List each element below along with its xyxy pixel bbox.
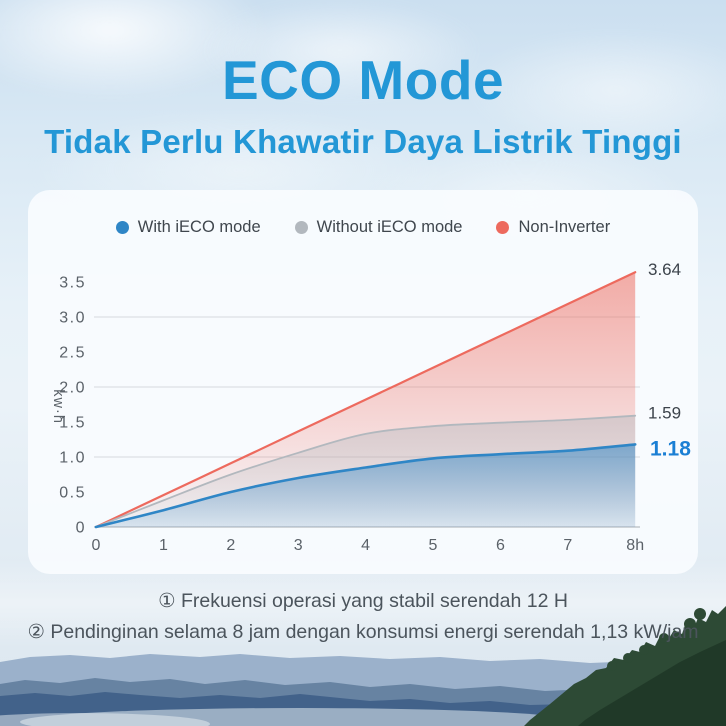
chart-legend: With iECO mode Without iECO mode Non-Inv…	[28, 218, 698, 237]
line-non-inverter	[94, 271, 637, 529]
mist	[0, 713, 210, 726]
end-value-label: 1.18	[650, 437, 691, 460]
legend-item-without-ieco: Without iECO mode	[294, 218, 463, 237]
end-value-label: 1.59	[648, 404, 681, 423]
footnotes: ① Frekuensi operasi yang stabil serendah…	[0, 586, 726, 648]
y-axis-title: kw·h	[50, 389, 66, 424]
legend-item-with-ieco: With iECO mode	[115, 218, 261, 237]
svg-text:2.5: 2.5	[59, 345, 86, 362]
footnote-2: ② Pendinginan selama 8 jam dengan konsum…	[27, 621, 699, 643]
svg-text:1: 1	[159, 537, 168, 554]
svg-text:3.5: 3.5	[59, 275, 86, 292]
svg-text:0: 0	[92, 537, 101, 554]
svg-text:0.5: 0.5	[59, 485, 86, 502]
footnote-1: ① Frekuensi operasi yang stabil serendah…	[158, 590, 568, 612]
svg-text:4: 4	[361, 537, 370, 554]
svg-text:8h: 8h	[626, 537, 644, 554]
legend-label: Non-Inverter	[518, 218, 611, 236]
tree-canopy-icons	[607, 608, 706, 671]
svg-text:6: 6	[496, 537, 505, 554]
svg-text:1.0: 1.0	[59, 450, 86, 467]
mountain-landscape	[0, 606, 726, 726]
svg-text:2.0: 2.0	[59, 380, 86, 397]
line-with-ieco-mode	[94, 443, 637, 529]
x-axis-tick-labels: 0 1 2 3 4 5 6 7 8h	[92, 537, 645, 554]
svg-text:1.5: 1.5	[59, 415, 86, 432]
energy-consumption-chart: 0 0.5 1.0 1.5 2.0 2.5 3.0 3.5 kw·h 0 1 2 3 4 5 6 7 8h 1.18…	[50, 260, 691, 554]
legend-label: With iECO mode	[137, 218, 261, 236]
legend-label: Without iECO mode	[316, 218, 463, 236]
legend-dot-gray-icon	[294, 221, 308, 234]
forest-hill-shadow	[578, 640, 726, 726]
svg-text:5: 5	[429, 537, 438, 554]
svg-text:0: 0	[76, 520, 86, 537]
legend-dot-blue-icon	[115, 221, 129, 234]
line-without-ieco-mode	[95, 414, 637, 528]
end-value-label: 3.64	[648, 260, 681, 279]
header: ECO Mode Tidak Perlu Khawatir Daya Listr…	[0, 48, 726, 161]
page-title: ECO Mode	[221, 49, 505, 111]
svg-text:2: 2	[226, 537, 235, 554]
legend-item-non-inverter: Non-Inverter	[496, 218, 610, 237]
legend-dot-red-icon	[496, 221, 510, 234]
svg-text:3: 3	[294, 537, 303, 554]
svg-text:3.0: 3.0	[59, 310, 86, 327]
area-with-ieco-mode	[96, 444, 636, 527]
page-subtitle: Tidak Perlu Khawatir Daya Listrik Tinggi	[44, 123, 682, 160]
chart-panel: With iECO mode Without iECO mode Non-Inv…	[28, 190, 698, 574]
y-axis-tick-labels: 0 0.5 1.0 1.5 2.0 2.5 3.0 3.5	[59, 275, 86, 537]
svg-text:7: 7	[563, 537, 572, 554]
